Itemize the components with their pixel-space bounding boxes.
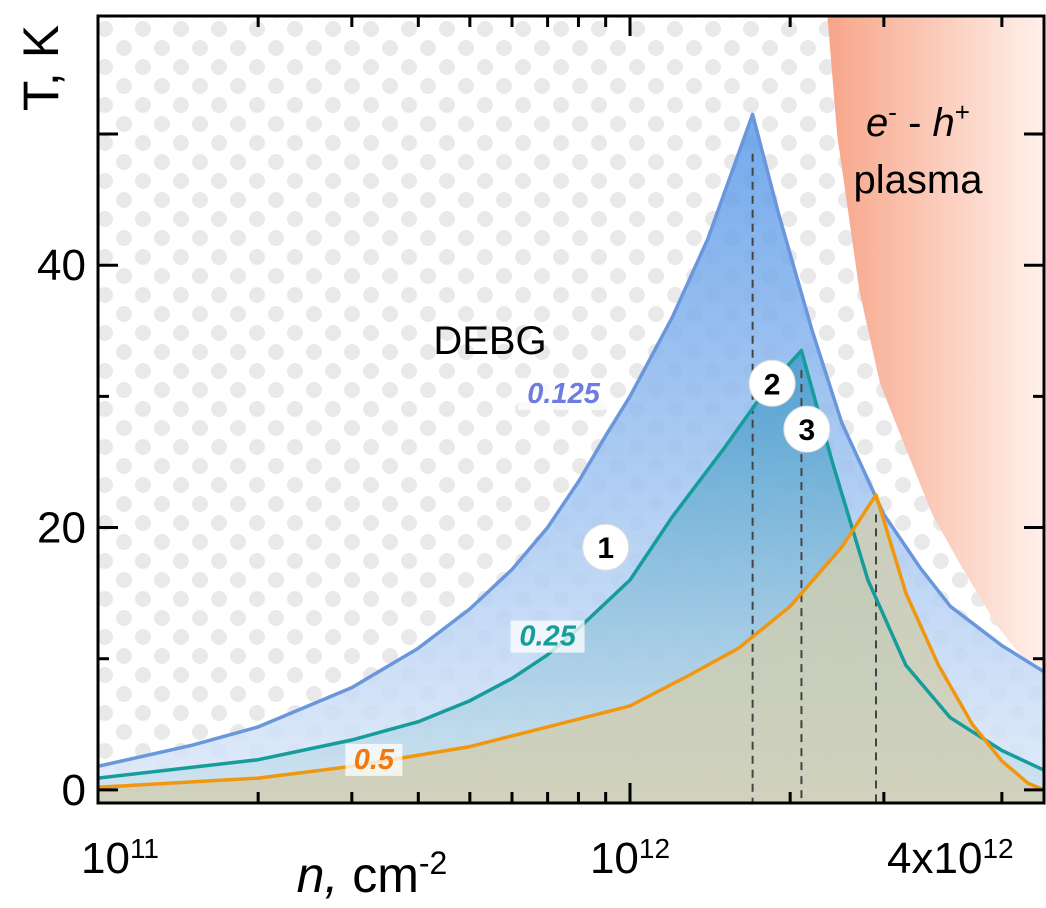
y-axis-title: T, K xyxy=(13,25,69,111)
x-tick-exponent: 12 xyxy=(982,833,1013,864)
area-fill-series-3 xyxy=(98,494,1044,803)
electron-charge: - xyxy=(888,97,897,127)
plasma-separator: - xyxy=(897,101,933,145)
x-tick-base: 10 xyxy=(81,834,130,883)
marker-circle-3 xyxy=(783,405,831,453)
region-label-debg: DEBG xyxy=(433,319,546,363)
x-tick-base: 10 xyxy=(590,834,639,883)
series-line-2 xyxy=(98,348,1044,780)
x-axis-variable: n, xyxy=(297,847,339,903)
plasma-region xyxy=(827,16,1044,685)
x-tick-label-2: 4x1012 xyxy=(887,833,1014,884)
series-label-bg-3 xyxy=(345,743,403,776)
series-label-2: 0.25 xyxy=(519,621,576,653)
plot-frame xyxy=(96,14,1046,805)
x-tick-base: 4x10 xyxy=(887,834,982,883)
x-axis-unit: cm xyxy=(338,847,419,903)
x-axis-title: n, cm-2 xyxy=(297,845,448,903)
x-tick-label-0: 1011 xyxy=(81,833,159,884)
y-tick-label-1: 20 xyxy=(37,504,86,553)
hole-charge: + xyxy=(955,97,970,127)
region-label-plasma-line2: plasma xyxy=(854,158,984,202)
x-tick-label-1: 1012 xyxy=(590,833,670,884)
marker-circle-1 xyxy=(582,523,630,571)
plot-area xyxy=(98,16,1044,803)
y-tick-label-2: 40 xyxy=(37,241,86,290)
y-tick-label-0: 0 xyxy=(62,766,86,815)
series-label-1: 0.125 xyxy=(527,378,600,410)
series-line-3 xyxy=(98,493,1044,792)
region-label-plasma-line1: e- - h+ xyxy=(866,97,970,145)
marker-circle-2 xyxy=(748,359,796,407)
marker-label-3: 3 xyxy=(799,414,816,447)
electron-symbol: e xyxy=(866,101,888,145)
series-label-3: 0.5 xyxy=(354,744,395,776)
series-label-bg-1 xyxy=(518,377,610,410)
marker-label-2: 2 xyxy=(764,368,781,401)
series-line-1 xyxy=(98,112,1044,769)
x-tick-exponent: 11 xyxy=(130,833,159,864)
hole-symbol: h xyxy=(933,101,955,145)
marker-label-1: 1 xyxy=(597,532,614,565)
x-axis-unit-exponent: -2 xyxy=(419,845,447,881)
x-tick-exponent: 12 xyxy=(639,833,670,864)
series-label-bg-2 xyxy=(510,620,585,653)
